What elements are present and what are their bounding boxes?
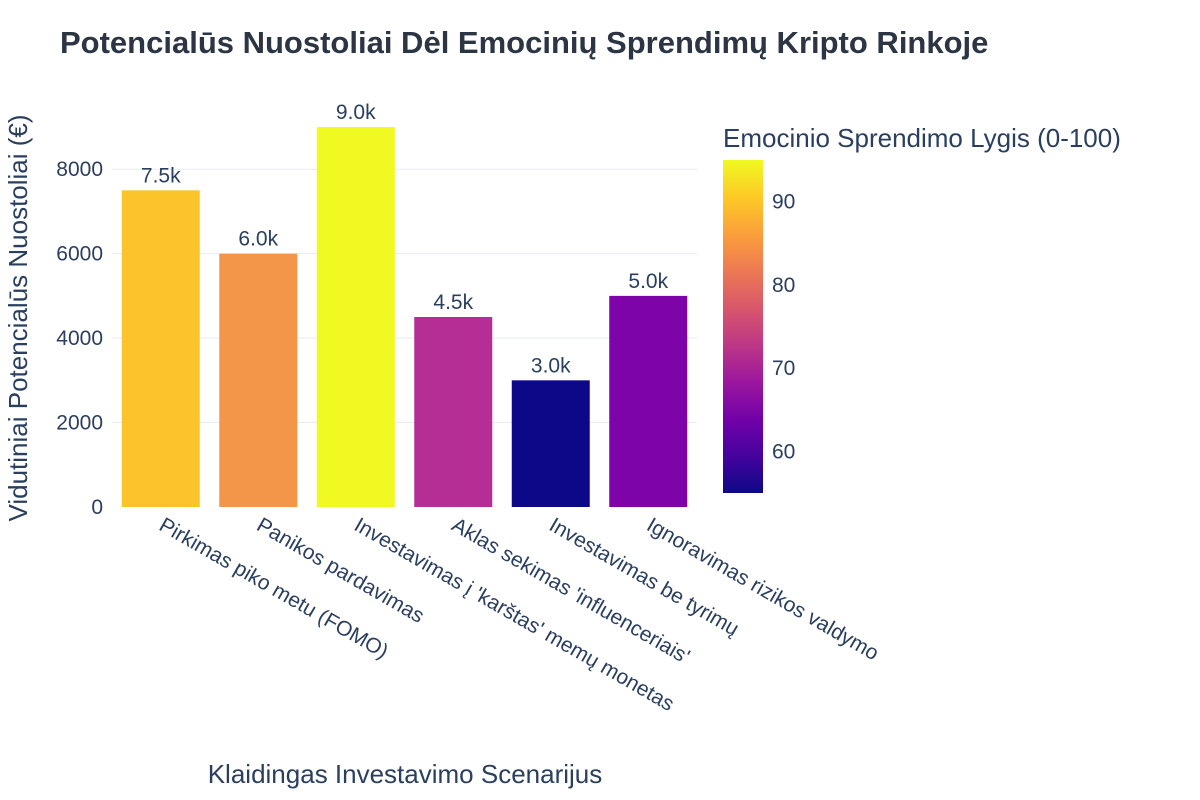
- x-tick-label: Panikos pardavimas: [253, 513, 428, 627]
- bar[interactable]: [511, 380, 590, 507]
- bar[interactable]: [414, 317, 493, 507]
- y-tick-label: 6000: [56, 243, 103, 266]
- y-tick-label: 2000: [56, 412, 103, 435]
- bar[interactable]: [121, 190, 200, 508]
- y-tick-label: 0: [91, 496, 103, 519]
- y-axis-title: Vidutiniai Potencialūs Nuostoliai (€): [3, 114, 33, 521]
- bar[interactable]: [316, 127, 395, 507]
- bar-value-label: 5.0k: [628, 270, 668, 293]
- bar-value-label: 4.5k: [433, 291, 473, 314]
- colorbar-gradient: [723, 160, 763, 493]
- bar-value-label: 7.5k: [141, 164, 181, 187]
- colorbar-tick-label: 70: [772, 357, 795, 380]
- colorbar-tick-label: 80: [772, 274, 795, 297]
- bar-value-label: 6.0k: [238, 228, 278, 251]
- x-axis-title: Klaidingas Investavimo Scenarijus: [208, 759, 603, 789]
- colorbar-tick-label: 60: [772, 440, 795, 463]
- chart-title: Potencialūs Nuostoliai Dėl Emocinių Spre…: [60, 25, 988, 60]
- y-tick-label: 4000: [56, 327, 103, 350]
- bar-value-label: 9.0k: [336, 101, 376, 124]
- colorbar-title: Emocinio Sprendimo Lygis (0-100): [723, 123, 1121, 153]
- bar[interactable]: [609, 295, 688, 507]
- y-tick-label: 8000: [56, 158, 103, 181]
- colorbar-tick-label: 90: [772, 191, 795, 214]
- colorbar: Emocinio Sprendimo Lygis (0-100) 60 70 80 9…: [723, 123, 1121, 493]
- bar[interactable]: [219, 253, 298, 507]
- bar-value-label: 3.0k: [531, 354, 571, 377]
